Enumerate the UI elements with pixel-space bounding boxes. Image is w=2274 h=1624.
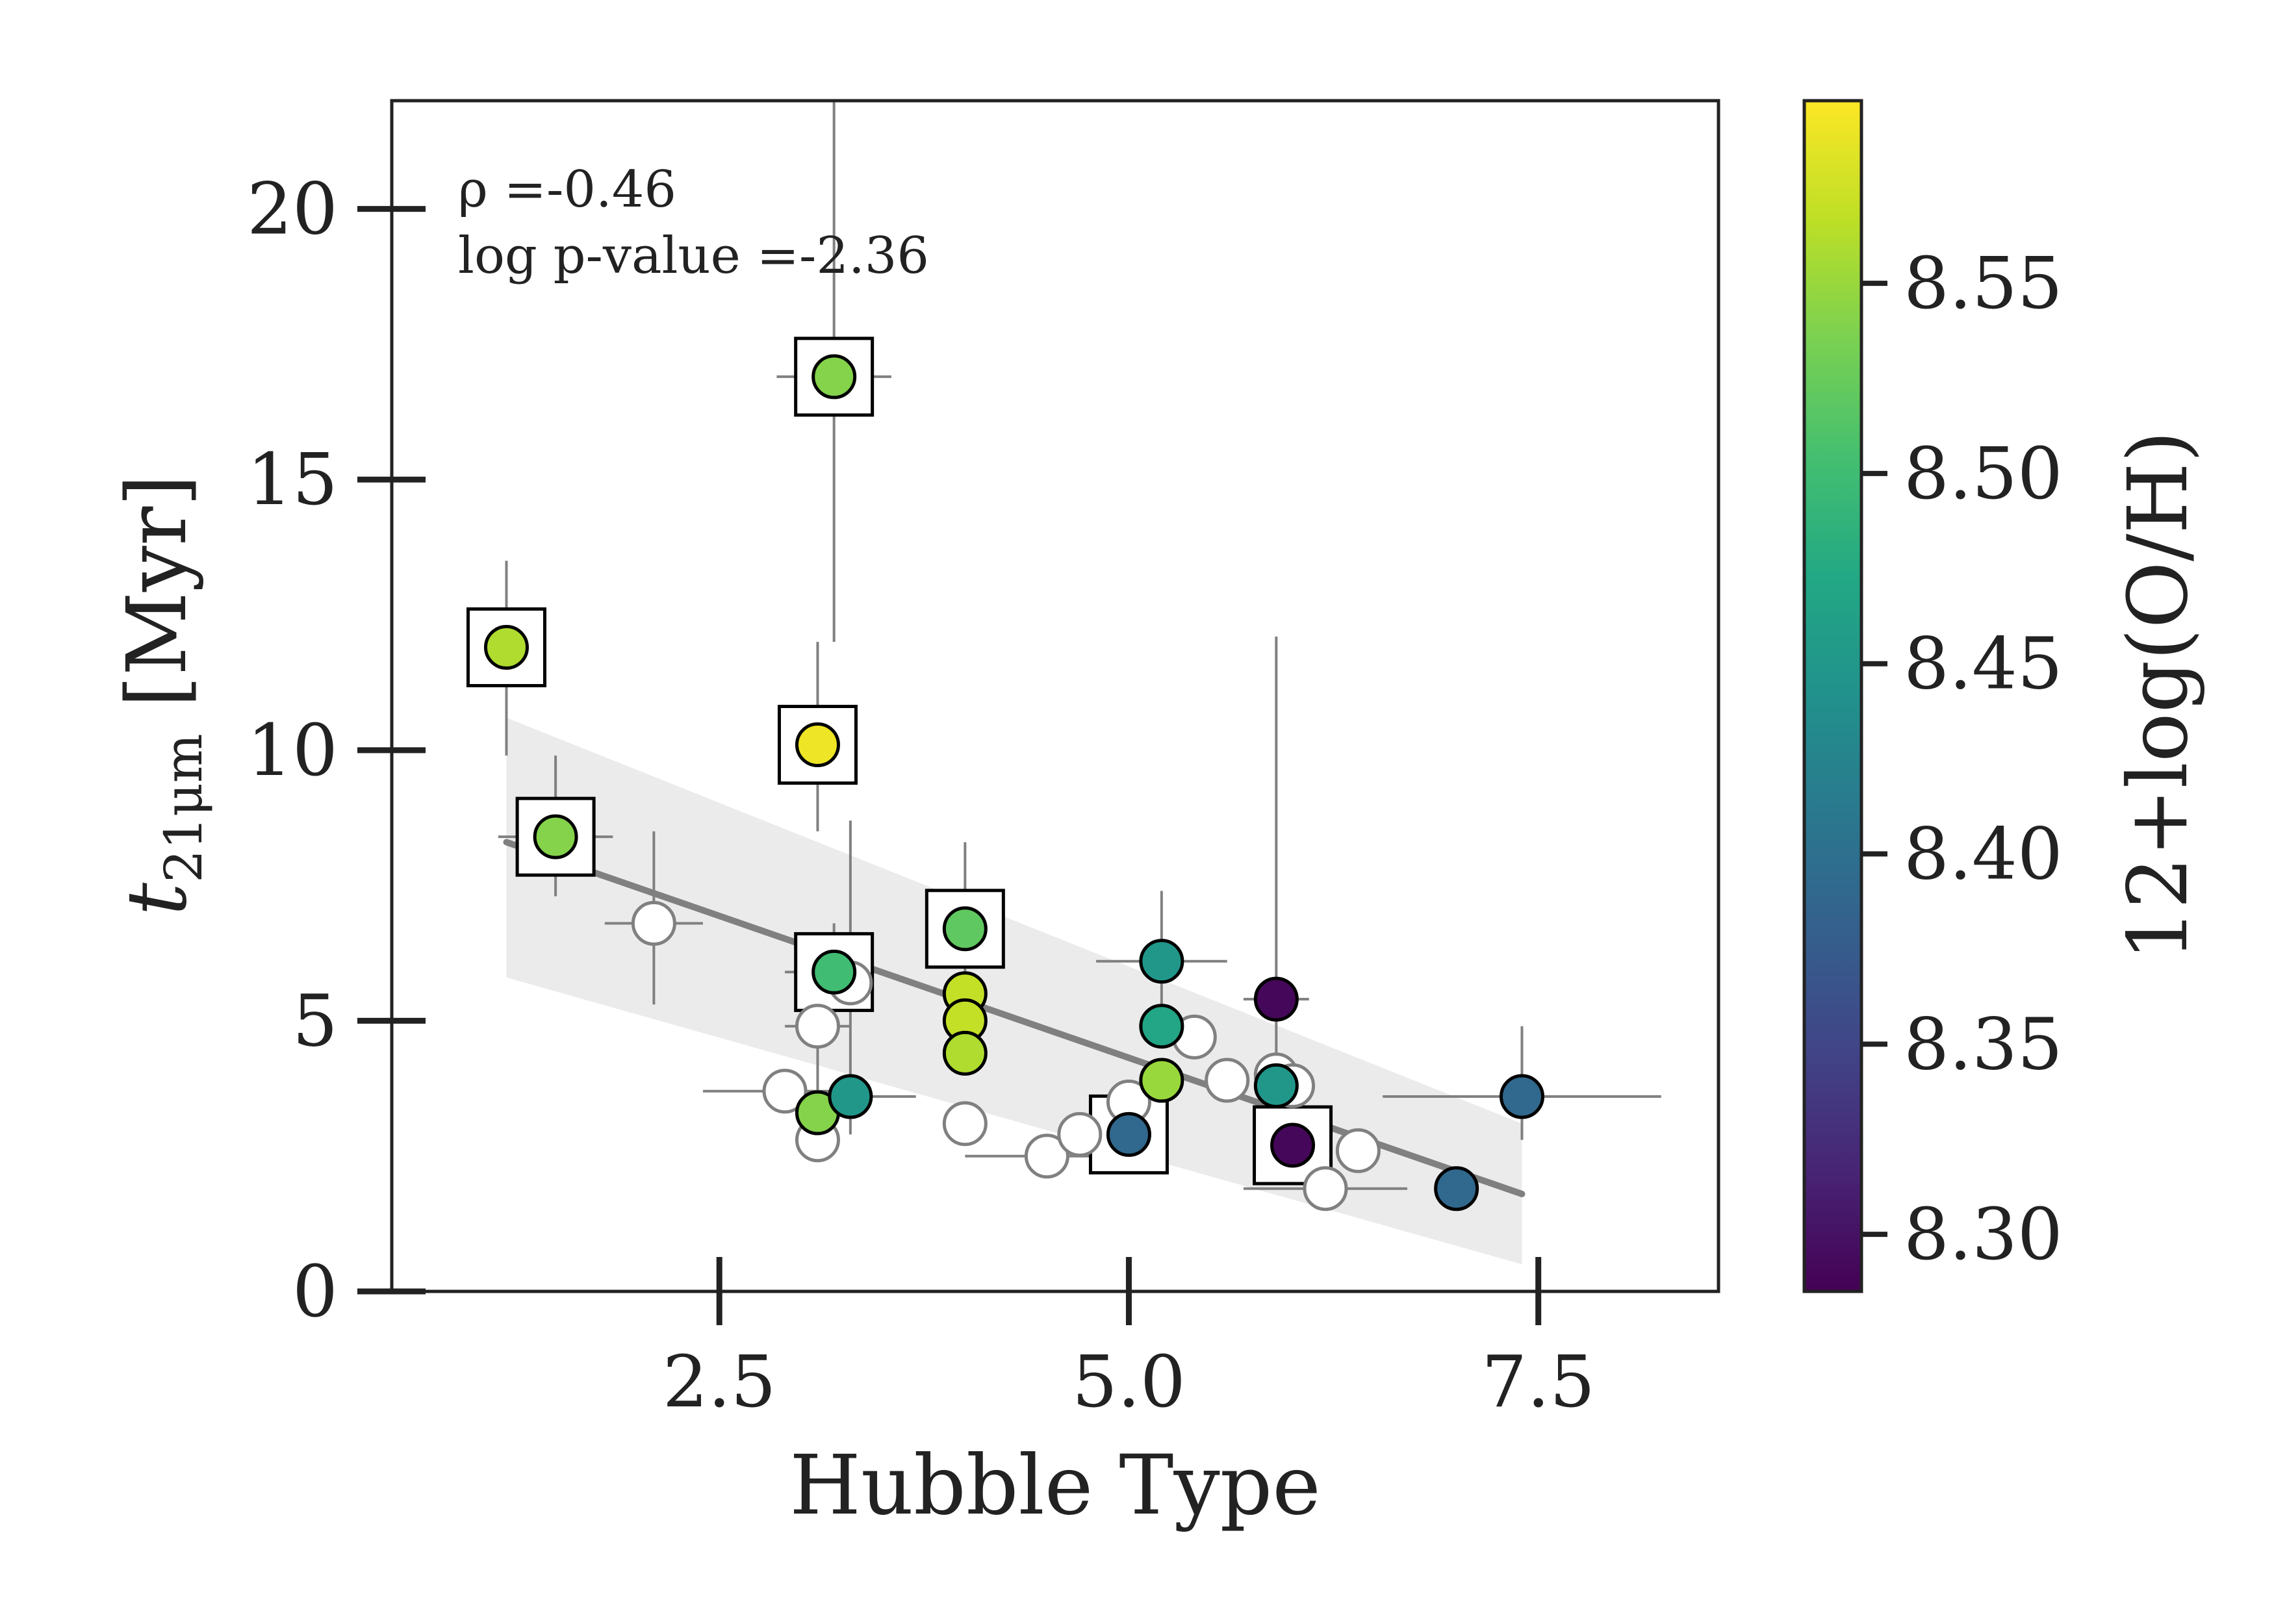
colorbar-label: 12+log(O/H) (2110, 431, 2206, 961)
point-layer (483, 354, 1544, 1212)
annotation-pvalue: log p-value =-2.36 (458, 227, 929, 285)
colorbar-ticks: 8.30 8.35 8.40 8.45 8.50 8.55 (1861, 242, 2063, 1276)
colored-point (811, 354, 857, 400)
y-tick-label: 0 (292, 1250, 338, 1333)
colorbar-tick-label: 8.35 (1904, 1002, 2063, 1085)
y-axis-label-unit: [Myr] (109, 474, 205, 733)
colored-point (1139, 1004, 1184, 1049)
x-tick-label: 5.0 (1072, 1340, 1186, 1423)
colored-point (483, 625, 529, 670)
confidence-band (506, 717, 1522, 1265)
colorbar (1802, 99, 1863, 1293)
x-tick-label: 7.5 (1481, 1340, 1595, 1423)
colored-point (1253, 1063, 1299, 1108)
colorbar-tick-label: 8.55 (1904, 242, 2063, 325)
colored-point (1139, 939, 1184, 984)
y-axis-label: t21μm [Myr] (109, 474, 214, 915)
colored-point (942, 906, 988, 952)
colored-point (1434, 1166, 1479, 1212)
colorbar-tick-label: 8.45 (1904, 622, 2063, 705)
colored-point (795, 722, 840, 767)
y-tick-label: 5 (292, 979, 338, 1062)
colored-point (942, 1030, 988, 1076)
open-point (1205, 1058, 1250, 1103)
x-ticks: 2.5 5.0 7.5 (663, 1257, 1595, 1423)
annotation-rho: ρ =-0.46 (458, 160, 676, 219)
y-ticks: 0 5 10 15 20 (247, 168, 426, 1333)
colored-point (1270, 1123, 1316, 1168)
open-point (1303, 1166, 1348, 1212)
open-point (795, 1004, 840, 1049)
colored-point (1139, 1058, 1184, 1103)
colorbar-tick-label: 8.50 (1904, 432, 2063, 515)
x-axis-label: Hubble Type (789, 1438, 1321, 1533)
y-tick-label: 20 (247, 168, 338, 251)
open-point (1024, 1134, 1069, 1179)
y-tick-label: 10 (247, 709, 338, 792)
y-tick-label: 15 (247, 438, 338, 521)
open-point (762, 1069, 808, 1114)
colored-point (533, 814, 578, 859)
colored-point (828, 1074, 873, 1119)
plot-frame (390, 99, 1720, 1293)
colorbar-tick-label: 8.40 (1904, 813, 2063, 896)
colored-point (1499, 1074, 1544, 1119)
colored-point (1253, 976, 1299, 1022)
open-point (631, 900, 676, 946)
open-point (1335, 1128, 1381, 1173)
open-point (942, 1101, 988, 1147)
colorbar-tick-label: 8.30 (1904, 1193, 2063, 1276)
colored-point (1106, 1111, 1151, 1157)
x-tick-label: 2.5 (663, 1340, 776, 1423)
confidence-band-layer (506, 717, 1522, 1265)
y-axis-label-subscript: 21μm (153, 733, 214, 883)
colored-point (811, 949, 857, 995)
y-axis-label-symbol: t (109, 883, 205, 916)
open-point (1057, 1111, 1103, 1157)
